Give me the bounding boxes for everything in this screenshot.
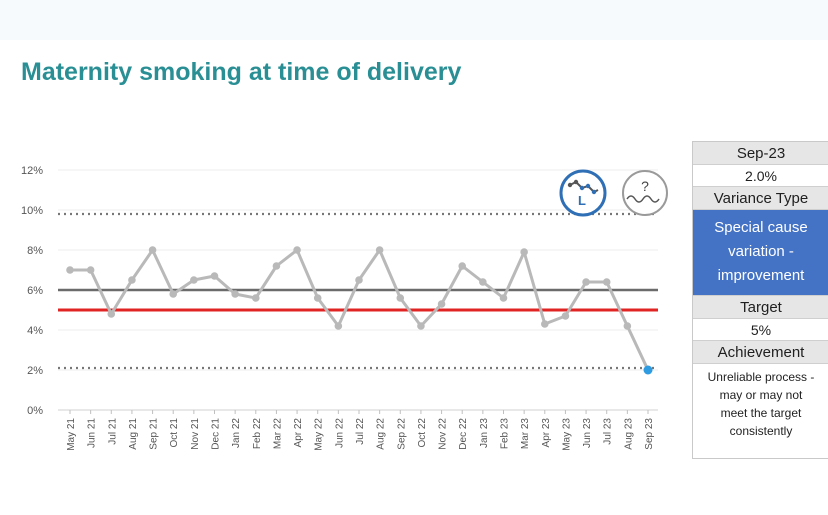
variance-type-label: Variance Type (693, 187, 828, 210)
variance-line: Special cause (714, 219, 808, 236)
x-tick-label: Jun 22 (334, 418, 345, 448)
achievement-line: may or may not (719, 388, 803, 402)
achievement-line: meet the target (720, 406, 802, 420)
x-tick-label: Feb 22 (252, 418, 263, 450)
target-value: 5% (693, 319, 828, 341)
data-point (602, 278, 611, 286)
assurance-icon-symbol: ? (641, 178, 649, 194)
data-point (375, 246, 384, 254)
x-tick-label: Apr 22 (293, 418, 304, 448)
x-tick-label: May 21 (66, 418, 77, 451)
x-tick-label: Aug 21 (128, 418, 139, 450)
x-axis: May 21 Jun 21 Jul 21 Aug 21 Sep 21 Oct 21 Nov … (58, 409, 658, 451)
x-tick-label: Dec 22 (458, 418, 469, 450)
data-point (313, 294, 322, 302)
x-tick-label: Jan 22 (231, 418, 242, 448)
x-tick-label: Jul 22 (355, 418, 366, 445)
x-tick-label: Dec 21 (211, 418, 222, 450)
x-tick-label: Aug 23 (623, 418, 634, 450)
data-point (479, 278, 487, 286)
x-tick-label: Jul 21 (107, 418, 118, 445)
achievement-line: consistently (729, 424, 793, 438)
data-point (437, 300, 446, 308)
data-point (355, 276, 363, 284)
data-point (499, 294, 508, 302)
x-tick-label: Oct 22 (417, 418, 428, 448)
x-tick-label: Jul 23 (603, 418, 614, 445)
x-tick-label: Oct 21 (169, 418, 180, 448)
reference-lines (58, 212, 658, 370)
y-axis: 0% 2% 4% 6% 8% 10% 12% (21, 165, 43, 417)
target-label: Target (693, 296, 828, 319)
data-point (86, 266, 95, 274)
x-tick-label: Jun 23 (582, 418, 593, 448)
summary-panel: Sep-23 2.0% Variance Type Special cause … (692, 141, 828, 459)
data-series (66, 246, 653, 375)
x-tick-label: Jan 23 (479, 418, 490, 448)
variation-special-cause-improvement-icon: L (559, 169, 607, 217)
page-title: Maternity smoking at time of delivery (21, 58, 462, 86)
x-tick-label: Aug 22 (376, 418, 387, 450)
data-point (293, 246, 301, 254)
y-tick-label: 2% (27, 365, 43, 377)
period-value: 2.0% (693, 165, 828, 187)
data-point (396, 294, 405, 302)
x-tick-label: Jun 21 (87, 418, 98, 448)
data-point (128, 276, 136, 284)
data-point (251, 294, 260, 302)
y-tick-label: 0% (27, 405, 43, 417)
x-tick-label: Nov 22 (438, 418, 449, 450)
x-tick-label: Mar 23 (520, 418, 531, 450)
y-tick-label: 4% (27, 325, 43, 337)
data-point (334, 322, 343, 330)
data-point (66, 266, 74, 274)
x-tick-label: Sep 23 (644, 418, 655, 450)
achievement-label: Achievement (693, 341, 828, 364)
x-tick-label: May 22 (314, 418, 325, 451)
achievement-line: Unreliable process - (707, 370, 815, 384)
x-tick-label: Sep 21 (149, 418, 160, 450)
data-point (623, 322, 632, 330)
data-point (190, 276, 198, 284)
data-point (417, 322, 425, 330)
data-point (582, 278, 590, 286)
data-point (520, 248, 528, 256)
x-tick-label: Nov 21 (190, 418, 201, 450)
top-band (0, 0, 828, 40)
x-tick-label: Mar 22 (272, 418, 283, 450)
data-point (643, 365, 653, 375)
y-tick-label: 12% (21, 165, 43, 177)
x-tick-label: May 23 (561, 418, 572, 451)
x-tick-label: Sep 22 (396, 418, 407, 450)
data-point (107, 310, 116, 318)
y-tick-label: 6% (27, 285, 43, 297)
period-label: Sep-23 (693, 142, 828, 165)
variance-line: improvement (717, 267, 805, 284)
variation-icon-letter: L (578, 193, 586, 208)
spc-chart: 0% 2% 4% 6% 8% 10% 12% May 21 Jun 21 Jul 21 Aug 2… (21, 165, 668, 451)
y-tick-label: 10% (21, 205, 43, 217)
variance-line: variation - (728, 243, 794, 260)
y-tick-label: 8% (27, 245, 43, 257)
variance-type-value: Special cause variation - improvement (693, 210, 828, 296)
achievement-value: Unreliable process - may or may not meet… (693, 364, 828, 458)
data-point (231, 290, 239, 298)
data-point (458, 262, 467, 270)
data-point (272, 262, 281, 270)
x-tick-label: Feb 23 (500, 418, 511, 450)
data-point (210, 272, 219, 280)
data-point (540, 320, 549, 328)
x-tick-label: Apr 23 (541, 418, 552, 448)
data-point (148, 246, 157, 254)
assurance-variable-icon: ? (622, 170, 668, 216)
data-point (561, 312, 570, 320)
data-point (169, 290, 178, 298)
